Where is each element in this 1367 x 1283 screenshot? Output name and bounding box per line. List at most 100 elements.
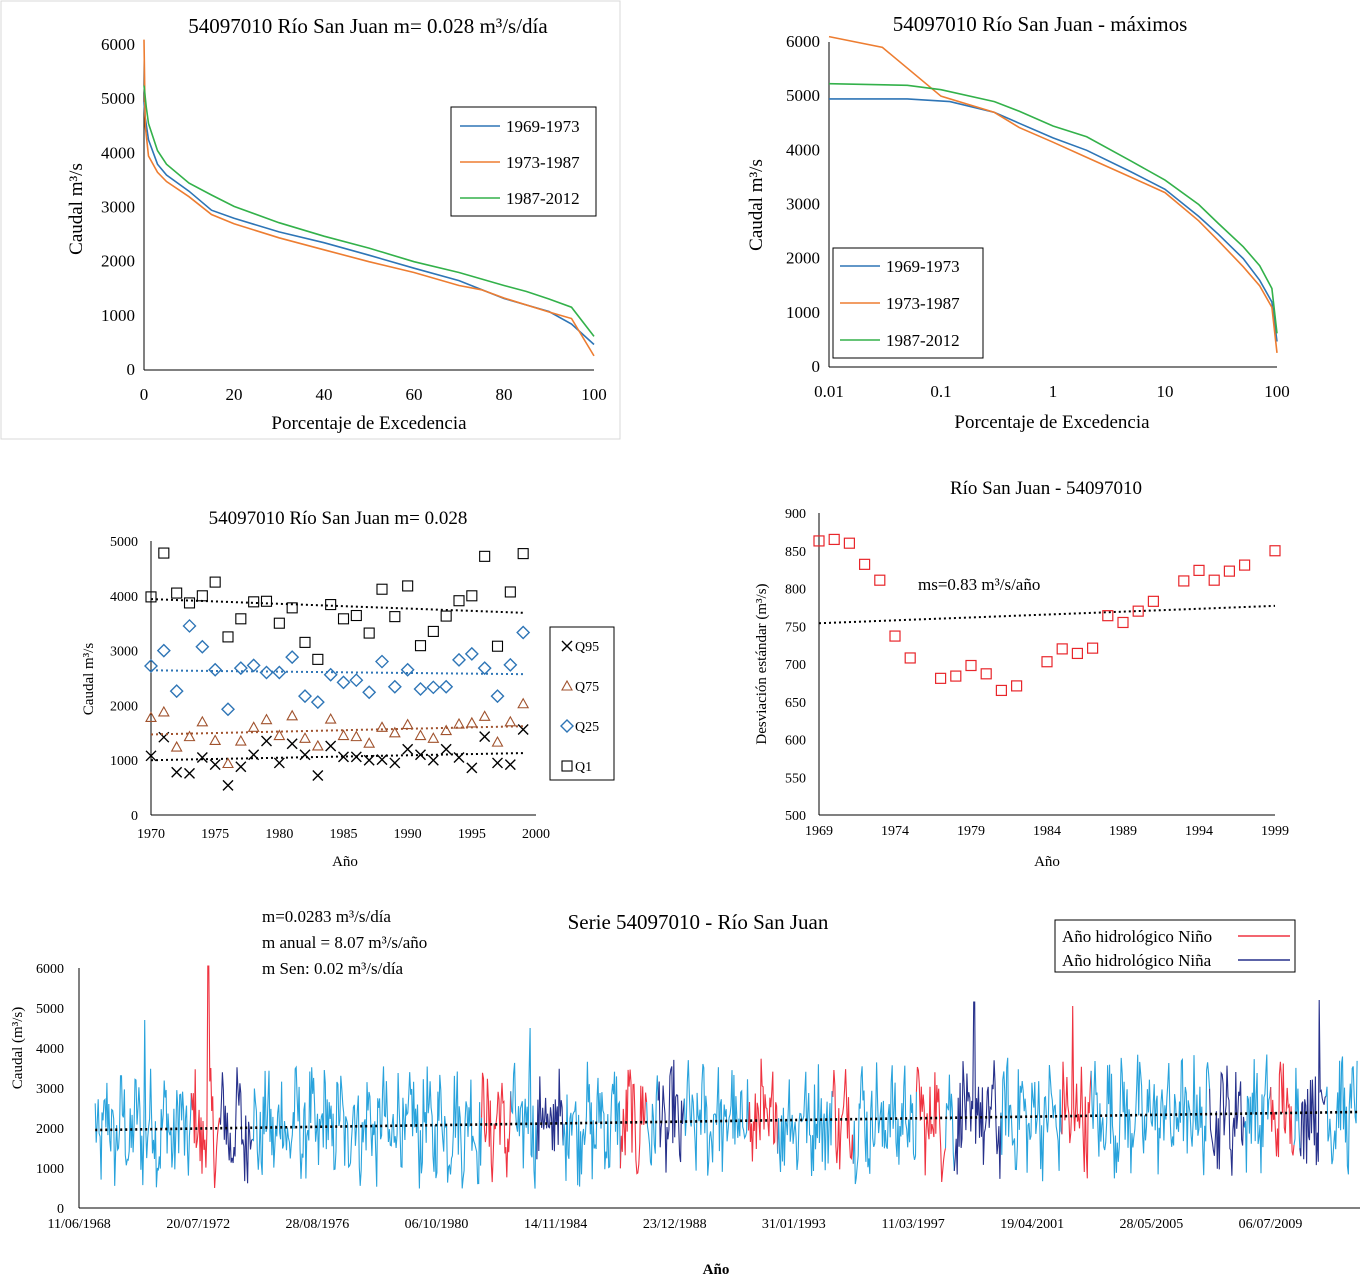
chart5-x-tick-label: 28/08/1976: [285, 1217, 349, 1232]
chart2-y-tick-label: 1000: [786, 303, 820, 322]
chart3-point-q95: [427, 754, 439, 766]
chart5-series-line: [852, 1062, 917, 1185]
chart5-series-line: [252, 1065, 483, 1189]
chart3-point-q25: [169, 684, 184, 699]
chart3-point-q25: [195, 639, 210, 654]
chart1-x-tick-label: 40: [316, 385, 333, 404]
chart3-x-tick-label: 1970: [137, 827, 165, 842]
chart4-point: [995, 684, 1008, 697]
chart1-x-tick-label: 20: [226, 385, 243, 404]
chart-std-dev: Río San Juan - 54097010 Año Desviación e…: [754, 478, 1289, 870]
chart4-y-tick-label: 500: [785, 809, 806, 824]
chart3-point-q95: [453, 751, 465, 763]
chart1-y-tick-label: 0: [127, 360, 136, 379]
chart4-point: [858, 558, 871, 570]
chart3-x-tick-label: 1985: [330, 827, 358, 842]
chart4-point: [813, 535, 825, 547]
chart3-point-q75: [273, 729, 286, 741]
chart3-point-q75: [376, 721, 388, 732]
chart4-title: Río San Juan - 54097010: [950, 478, 1142, 499]
chart2-title: 54097010 Río San Juan - máximos: [893, 12, 1188, 36]
chart4-point: [904, 652, 916, 664]
chart5-y-tick-label: 6000: [36, 962, 64, 977]
chart4-point: [1193, 564, 1205, 576]
chart3-legend-marker: [561, 640, 573, 652]
chart3-point-q75: [337, 729, 350, 741]
chart5-x-tick-label: 14/11/1984: [524, 1217, 587, 1232]
chart3-point-q25: [156, 643, 171, 658]
chart3-point-q95: [299, 749, 311, 761]
chart3-xlabel: Año: [332, 854, 358, 870]
chart1-y-tick-label: 4000: [101, 143, 135, 162]
chart3-point-q75: [234, 734, 247, 746]
chart1-series-line: [143, 85, 595, 337]
chart3-trendline: [150, 752, 524, 762]
chart5-series-line: [1209, 1065, 1246, 1176]
chart2-x-tick-label: 0.01: [814, 382, 844, 401]
chart3-point-q95: [504, 759, 516, 771]
chart3-point-q95: [492, 757, 503, 769]
chart3-point-q75: [350, 730, 363, 742]
chart5-series-line: [747, 1058, 779, 1162]
chart3-point-q1: [196, 590, 208, 602]
chart3-point-q1: [158, 547, 170, 559]
chart3-point-q75: [311, 739, 324, 751]
chart3-point-q1: [491, 640, 504, 652]
chart1-xlabel: Porcentaje de Excedencia: [271, 413, 467, 434]
chart5-x-tick-label: 28/05/2005: [1119, 1217, 1183, 1232]
chart4-point: [1117, 616, 1129, 629]
chart3-point-q25: [182, 618, 197, 633]
chart4-point: [1238, 559, 1251, 571]
chart3-point-q95: [338, 751, 349, 763]
chart3-point-q75: [427, 732, 440, 743]
chart3-point-q95: [261, 735, 272, 747]
chart3-point-q95: [312, 770, 324, 782]
chart4-point: [1223, 565, 1236, 577]
chart2-legend-label: 1987-2012: [886, 331, 960, 350]
chart1-ylabel: Caudal m³/s: [66, 163, 87, 255]
chart3-point-q1: [414, 640, 427, 652]
chart5-y-tick-label: 2000: [36, 1122, 64, 1137]
chart3-point-q25: [336, 675, 351, 690]
chart3-point-q1: [427, 625, 439, 637]
chart3-point-q1: [504, 586, 516, 598]
chart5-x-tick-label: 06/07/2009: [1239, 1217, 1303, 1232]
chart3-point-q1: [260, 595, 273, 607]
chart4-point: [1056, 643, 1068, 655]
chart3-point-q1: [440, 610, 452, 622]
chart3-point-q75: [183, 730, 196, 742]
chart5-x-tick-label: 19/04/2001: [1000, 1217, 1064, 1232]
chart3-point-q25: [439, 679, 454, 694]
chart4-y-tick-label: 600: [785, 734, 806, 749]
chart3-point-q95: [209, 759, 221, 771]
chart3-point-q95: [273, 757, 285, 769]
chart3-point-q75: [440, 724, 453, 736]
chart2-series-line: [829, 98, 1278, 342]
chart5-series-line: [1270, 1061, 1295, 1158]
chart2-series-line: [828, 82, 1278, 334]
chart5-ylabel: Caudal (m³/s): [10, 1007, 26, 1089]
chart3-y-tick-label: 2000: [110, 699, 138, 714]
chart3-point-q1: [363, 627, 375, 639]
chart3-point-q1: [273, 617, 285, 629]
chart5-trendline: [95, 1110, 1358, 1132]
chart5-series-line: [1243, 1054, 1272, 1174]
chart5-series-line: [1299, 999, 1327, 1166]
chart5-x-tick-label: 20/07/1972: [166, 1217, 230, 1232]
chart3-x-tick-label: 1995: [458, 827, 486, 842]
chart4-point: [889, 630, 901, 642]
chart3-trendline: [150, 598, 524, 614]
chart3-point-q1: [145, 591, 157, 603]
chart5-series-line: [683, 1060, 750, 1176]
chart4-point: [843, 537, 856, 549]
chart5-x-tick-label: 31/01/1993: [762, 1217, 826, 1232]
chart5-series-line: [646, 1075, 659, 1166]
chart4-y-tick-label: 550: [785, 771, 806, 786]
chart4-point: [1132, 605, 1144, 617]
chart3-point-q75: [504, 715, 517, 727]
chart2-legend-label: 1969-1973: [886, 257, 960, 276]
chart5-series-line: [953, 1001, 1002, 1179]
chart4-x-tick-label: 1979: [957, 824, 985, 839]
chart3-point-q75: [453, 717, 465, 729]
chart-series: Serie 54097010 - Río San Juan m=0.0283 m…: [10, 907, 1360, 1278]
